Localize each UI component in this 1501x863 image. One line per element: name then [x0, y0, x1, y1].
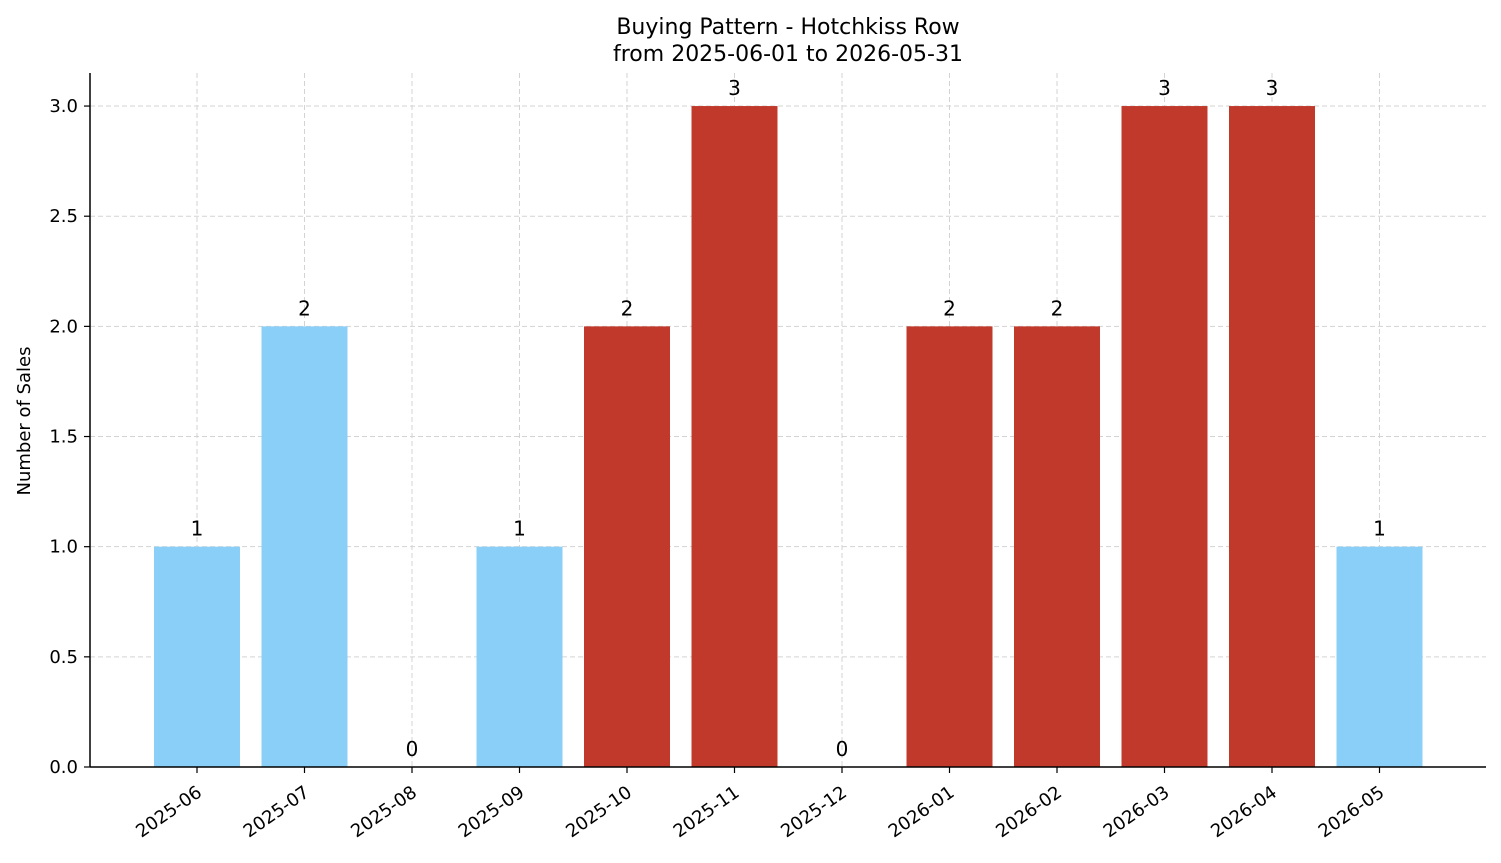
y-tick-label: 0.5 — [49, 647, 78, 668]
bar-2025-11 — [691, 106, 778, 768]
bars: 1 2 0 1 2 3 0 2 2 3 3 1 — [154, 76, 1423, 768]
x-tick-label: 2026-03 — [1100, 782, 1174, 842]
x-tick-label: 2025-10 — [562, 782, 636, 842]
bar-2026-03 — [1121, 106, 1208, 768]
y-tick-label: 1.5 — [49, 427, 78, 448]
y-tick-label: 0.0 — [49, 757, 78, 778]
x-tick-label: 2025-12 — [777, 782, 851, 842]
chart-subtitle: from 2025-06-01 to 2026-05-31 — [613, 42, 963, 67]
x-tick-label: 2025-07 — [240, 782, 314, 842]
x-tick-label: 2025-06 — [132, 782, 206, 842]
bar-2026-04 — [1229, 106, 1315, 768]
bar-2025-06 — [154, 546, 240, 767]
bar-value-label: 0 — [836, 737, 849, 761]
y-tick-label: 2.5 — [49, 206, 78, 227]
y-tick-label: 1.0 — [49, 537, 78, 558]
x-tick-label: 2025-11 — [670, 782, 744, 842]
x-tick-label: 2025-09 — [455, 782, 529, 842]
x-tick-label: 2025-08 — [347, 782, 421, 842]
bar-value-label: 2 — [621, 296, 634, 320]
bar-2025-10 — [584, 326, 670, 767]
y-axis-label: Number of Sales — [14, 346, 35, 495]
bar-value-label: 3 — [1266, 76, 1279, 100]
bar-2026-05 — [1336, 546, 1423, 767]
bar-2026-01 — [906, 326, 993, 767]
chart-title: Buying Pattern - Hotchkiss Row — [616, 15, 959, 40]
bar-value-label: 2 — [298, 296, 311, 320]
x-tick-label: 2026-01 — [885, 782, 959, 842]
bar-value-label: 1 — [191, 517, 204, 541]
bar-2025-09 — [476, 546, 563, 767]
bar-value-label: 1 — [1373, 517, 1386, 541]
x-tick-label: 2026-02 — [992, 782, 1066, 842]
y-tick-label: 2.0 — [49, 316, 78, 337]
y-tick-label: 3.0 — [49, 96, 78, 117]
bar-value-label: 3 — [728, 76, 741, 100]
bar-value-label: 2 — [943, 296, 956, 320]
x-tick-label: 2026-05 — [1315, 782, 1389, 842]
bar-value-label: 0 — [406, 737, 419, 761]
bar-value-label: 2 — [1051, 296, 1064, 320]
bar-value-label: 1 — [513, 517, 526, 541]
x-tick-label: 2026-04 — [1207, 782, 1281, 842]
bar-value-label: 3 — [1158, 76, 1171, 100]
bar-2026-02 — [1014, 326, 1100, 767]
bar-2025-07 — [261, 326, 348, 767]
